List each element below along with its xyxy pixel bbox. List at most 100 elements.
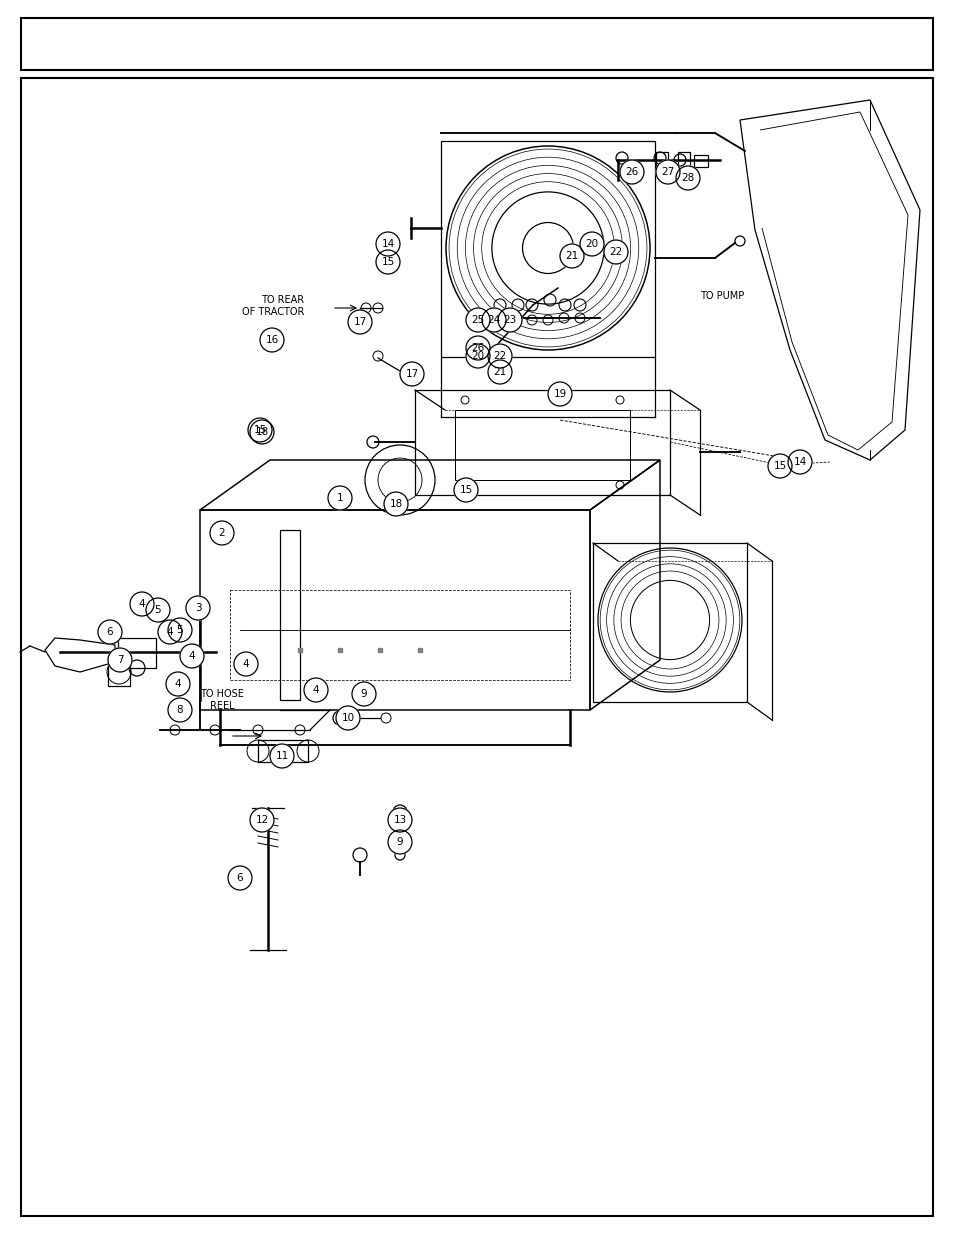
Circle shape <box>130 592 153 616</box>
Text: 18: 18 <box>389 499 402 509</box>
Circle shape <box>335 706 359 730</box>
Text: 26: 26 <box>471 343 484 353</box>
Circle shape <box>250 420 274 445</box>
Circle shape <box>352 682 375 706</box>
Text: 6: 6 <box>107 627 113 637</box>
Circle shape <box>270 743 294 768</box>
Bar <box>440 141 655 357</box>
Circle shape <box>260 329 284 352</box>
Text: TO PUMP: TO PUMP <box>700 291 743 301</box>
Circle shape <box>228 866 252 890</box>
Text: 9: 9 <box>396 837 403 847</box>
Text: 4: 4 <box>174 679 181 689</box>
Text: 15: 15 <box>773 461 786 471</box>
Text: 15: 15 <box>253 425 266 435</box>
Circle shape <box>98 620 122 643</box>
Circle shape <box>186 597 210 620</box>
Text: 7: 7 <box>116 655 123 664</box>
Circle shape <box>488 345 512 368</box>
Bar <box>230 590 569 680</box>
Circle shape <box>250 808 274 832</box>
Circle shape <box>375 249 399 274</box>
Circle shape <box>210 521 233 545</box>
Circle shape <box>158 620 182 643</box>
Text: 2: 2 <box>218 529 225 538</box>
Circle shape <box>399 362 423 387</box>
Circle shape <box>384 492 408 516</box>
Circle shape <box>547 382 572 406</box>
Text: 15: 15 <box>381 257 395 267</box>
Bar <box>280 530 299 700</box>
Text: 3: 3 <box>194 603 201 613</box>
Text: 27: 27 <box>660 167 674 177</box>
Circle shape <box>328 487 352 510</box>
Circle shape <box>108 648 132 672</box>
Circle shape <box>465 345 490 368</box>
Text: 21: 21 <box>565 251 578 261</box>
Text: 28: 28 <box>680 173 694 183</box>
Text: 20: 20 <box>471 351 484 361</box>
Bar <box>21 19 932 70</box>
Circle shape <box>488 359 512 384</box>
Circle shape <box>146 598 170 622</box>
Circle shape <box>579 232 603 256</box>
Circle shape <box>248 417 272 442</box>
Circle shape <box>656 161 679 184</box>
Text: 21: 21 <box>493 367 506 377</box>
Circle shape <box>465 308 490 332</box>
Bar <box>678 152 689 168</box>
Text: 15: 15 <box>459 485 472 495</box>
Text: 11: 11 <box>275 751 289 761</box>
Text: 1: 1 <box>336 493 343 503</box>
Text: 18: 18 <box>255 427 269 437</box>
Text: 8: 8 <box>176 705 183 715</box>
Bar <box>200 510 589 710</box>
Text: 4: 4 <box>138 599 145 609</box>
Text: 26: 26 <box>625 167 638 177</box>
Text: 19: 19 <box>553 389 566 399</box>
Circle shape <box>603 240 627 264</box>
Circle shape <box>375 232 399 256</box>
Circle shape <box>348 310 372 333</box>
Text: 13: 13 <box>393 815 406 825</box>
Circle shape <box>481 308 505 332</box>
Text: 6: 6 <box>236 873 243 883</box>
Circle shape <box>168 698 192 722</box>
Text: 12: 12 <box>255 815 269 825</box>
Text: TO REAR
OF TRACTOR: TO REAR OF TRACTOR <box>241 295 304 317</box>
Circle shape <box>388 808 412 832</box>
Text: TO HOSE
REEL: TO HOSE REEL <box>200 689 244 711</box>
Text: 22: 22 <box>609 247 622 257</box>
Text: 25: 25 <box>471 315 484 325</box>
Bar <box>415 390 669 495</box>
Text: 4: 4 <box>242 659 249 669</box>
Bar <box>656 152 667 165</box>
Text: 14: 14 <box>381 240 395 249</box>
Text: 14: 14 <box>793 457 806 467</box>
Bar <box>257 740 308 762</box>
Text: 5: 5 <box>176 625 183 635</box>
Bar <box>108 658 130 685</box>
Text: 4: 4 <box>167 627 173 637</box>
Circle shape <box>304 678 328 701</box>
Text: 9: 9 <box>360 689 367 699</box>
Bar <box>455 410 629 480</box>
Text: 5: 5 <box>154 605 161 615</box>
Circle shape <box>166 672 190 697</box>
Bar <box>693 156 707 167</box>
Circle shape <box>767 454 791 478</box>
Circle shape <box>787 450 811 474</box>
Circle shape <box>619 161 643 184</box>
Text: 10: 10 <box>341 713 355 722</box>
Circle shape <box>454 478 477 501</box>
Text: 23: 23 <box>503 315 517 325</box>
Text: 4: 4 <box>313 685 319 695</box>
Text: 17: 17 <box>353 317 366 327</box>
Circle shape <box>388 830 412 853</box>
Text: 22: 22 <box>493 351 506 361</box>
Circle shape <box>676 165 700 190</box>
Bar <box>118 638 156 668</box>
Bar <box>593 543 746 701</box>
Circle shape <box>465 336 490 359</box>
Circle shape <box>559 245 583 268</box>
